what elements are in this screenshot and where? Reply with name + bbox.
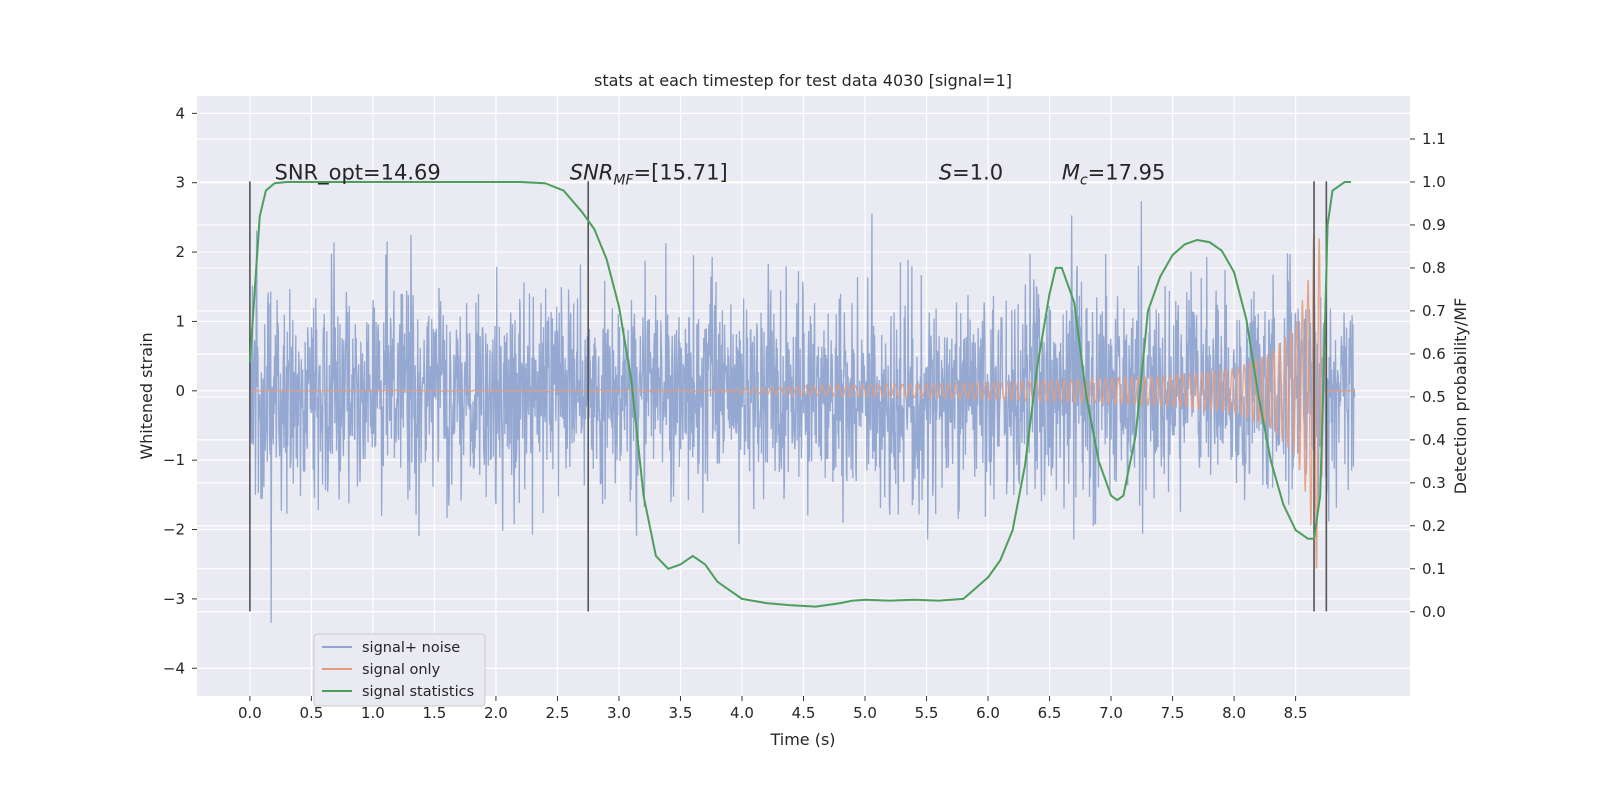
y-right-tick-label: 0.4 xyxy=(1422,431,1446,449)
x-tick-label: 4.5 xyxy=(792,704,816,722)
x-ticks: 0.0 0.5 1.0 1.5 2.0 2.5 3.0 3.5 4.0 4.5 5.0 5.5 6.0 6… xyxy=(238,696,1308,722)
x-tick-label: 3.0 xyxy=(607,704,631,722)
x-tick-label: 6.5 xyxy=(1038,704,1062,722)
y-right-tick-label: 0.1 xyxy=(1422,560,1446,578)
chart-title: stats at each timestep for test data 403… xyxy=(594,71,1012,90)
legend-label: signal+ noise xyxy=(362,640,460,656)
y-right-tick-label: 0.7 xyxy=(1422,302,1446,320)
y-left-ticks: 4 3 2 1 0 −1 −2 −3 −4 xyxy=(163,104,197,677)
x-tick-label: 2.5 xyxy=(546,704,570,722)
y-right-tick-label: 0.3 xyxy=(1422,474,1446,492)
annotation-text: SNR_opt=14.69 xyxy=(275,160,441,185)
x-tick-label: 1.0 xyxy=(361,704,385,722)
y-left-tick-label: −3 xyxy=(163,590,185,608)
x-tick-label: 8.5 xyxy=(1284,704,1308,722)
x-tick-label: 7.5 xyxy=(1161,704,1185,722)
x-tick-label: 6.0 xyxy=(976,704,1000,722)
y-left-tick-label: −1 xyxy=(163,451,185,469)
annotations: SNR_opt=14.69 SNRMF=[15.71] S=1.0 Mc=17.95 xyxy=(275,160,1166,188)
signal-only-series xyxy=(249,233,1355,569)
vertical-markers xyxy=(249,181,1328,612)
y-left-tick-label: 3 xyxy=(175,174,185,192)
x-tick-label: 7.0 xyxy=(1099,704,1123,722)
x-tick-label: 0.5 xyxy=(299,704,323,722)
y-left-tick-label: 4 xyxy=(175,104,185,122)
y-left-tick-label: −2 xyxy=(163,521,185,539)
signal-only-line xyxy=(249,233,1355,569)
signal-noise-series xyxy=(249,201,1356,623)
y-right-tick-label: 0.2 xyxy=(1422,517,1446,535)
signal-statistics-series xyxy=(248,180,1351,608)
annotation-text: S=1.0 xyxy=(939,160,1003,184)
x-tick-label: 5.0 xyxy=(853,704,877,722)
y-axis-label-right: Detection probability/MF xyxy=(1451,298,1470,495)
y-axis-label-left: Whitened strain xyxy=(137,332,156,459)
y-right-tick-label: 0.6 xyxy=(1422,345,1446,363)
legend-label: signal statistics xyxy=(362,684,474,700)
y-right-tick-label: 1.0 xyxy=(1422,173,1446,191)
x-tick-label: 0.0 xyxy=(238,704,262,722)
y-right-tick-label: 0.8 xyxy=(1422,259,1446,277)
x-tick-label: 3.5 xyxy=(669,704,693,722)
y-left-tick-label: 2 xyxy=(175,243,185,261)
y-right-tick-label: 0.9 xyxy=(1422,216,1446,234)
y-left-tick-label: 0 xyxy=(175,382,185,400)
signal-noise-line xyxy=(249,201,1356,623)
y-right-ticks: 1.1 1.0 0.9 0.8 0.7 0.6 0.5 0.4 0.3 0.2 0.1 0.0 xyxy=(1410,130,1446,621)
y-left-tick-label: −4 xyxy=(163,659,185,677)
signal-statistics-line xyxy=(248,180,1351,608)
x-tick-label: 8.0 xyxy=(1222,704,1246,722)
y-right-tick-label: 0.5 xyxy=(1422,388,1446,406)
y-right-tick-label: 0.0 xyxy=(1422,603,1446,621)
legend-box xyxy=(313,633,486,707)
legend-label: signal only xyxy=(362,662,441,678)
y-right-tick-label: 1.1 xyxy=(1422,130,1446,148)
legend: signal+ noise signal only signal statistic… xyxy=(313,633,486,707)
annotation-text: Mc=17.95 xyxy=(1062,160,1166,188)
x-tick-label: 4.0 xyxy=(730,704,754,722)
x-tick-label: 2.0 xyxy=(484,704,508,722)
x-axis-label: Time (s) xyxy=(769,730,835,749)
y-left-tick-label: 1 xyxy=(175,312,185,330)
x-tick-label: 1.5 xyxy=(423,704,447,722)
annotation-text: SNRMF=[15.71] xyxy=(570,160,728,188)
x-tick-label: 5.5 xyxy=(915,704,939,722)
